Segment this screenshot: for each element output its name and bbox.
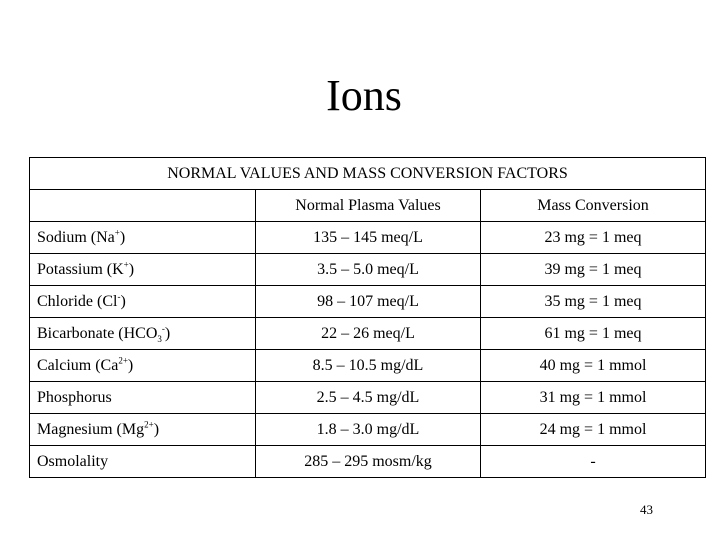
ion-charge: + xyxy=(114,227,120,238)
table-header-row: NORMAL VALUES AND MASS CONVERSION FACTOR… xyxy=(29,157,706,190)
mass-conversion-cell: - xyxy=(480,445,706,478)
ion-name: Bicarbonate (HCO xyxy=(37,324,158,342)
ion-subscript: 3 xyxy=(157,333,162,344)
ion-charge: 2+ xyxy=(118,355,128,366)
normal-value-cell: 285 – 295 mosm/kg xyxy=(255,445,481,478)
table-row: Magnesium (Mg2+) 1.8 – 3.0 mg/dL 24 mg = 1… xyxy=(29,413,706,446)
normal-value-cell: 1.8 – 3.0 mg/dL xyxy=(255,413,481,446)
normal-value-cell: 22 – 26 meq/L xyxy=(255,317,481,350)
table-row: Chloride (Cl-) 98 – 107 meq/L 35 mg = 1 me… xyxy=(29,285,706,318)
mass-conversion-cell: 23 mg = 1 meq xyxy=(480,221,706,254)
ion-name-cell: Bicarbonate (HCO3-) xyxy=(29,317,256,350)
ion-name-cell: Potassium (K+) xyxy=(29,253,256,286)
column-header-normal: Normal Plasma Values xyxy=(255,189,481,222)
normal-value-cell: 98 – 107 meq/L xyxy=(255,285,481,318)
ion-name: Osmolality xyxy=(37,452,109,470)
ion-name-cell: Chloride (Cl-) xyxy=(29,285,256,318)
normal-value-cell: 2.5 – 4.5 mg/dL xyxy=(255,381,481,414)
ion-charge: + xyxy=(123,259,129,270)
ion-charge: 2+ xyxy=(144,419,154,430)
page-number: 43 xyxy=(640,502,653,517)
ion-charge: - xyxy=(117,291,121,302)
column-header-row: Normal Plasma Values Mass Conversion xyxy=(29,189,706,222)
ion-name-close: ) xyxy=(128,260,135,278)
ion-charge: - xyxy=(161,323,165,334)
column-header-conversion: Mass Conversion xyxy=(480,189,706,222)
ion-name: Sodium (Na xyxy=(37,228,115,246)
mass-conversion-cell: 61 mg = 1 meq xyxy=(480,317,706,350)
ion-name-cell: Magnesium (Mg2+) xyxy=(29,413,256,446)
table-row: Calcium (Ca2+) 8.5 – 10.5 mg/dL 40 mg = 1 … xyxy=(29,349,706,382)
ion-values-table: NORMAL VALUES AND MASS CONVERSION FACTOR… xyxy=(29,157,706,478)
mass-conversion-cell: 35 mg = 1 meq xyxy=(480,285,706,318)
table-row: Phosphorus 2.5 – 4.5 mg/dL 31 mg = 1 mmol xyxy=(29,381,706,414)
mass-conversion-cell: 39 mg = 1 meq xyxy=(480,253,706,286)
mass-conversion-cell: 31 mg = 1 mmol xyxy=(480,381,706,414)
ion-name: Potassium (K xyxy=(37,260,124,278)
ion-name-close: ) xyxy=(164,324,171,342)
ion-name-close: ) xyxy=(120,292,126,310)
normal-value-cell: 8.5 – 10.5 mg/dL xyxy=(255,349,481,382)
ion-name-close: ) xyxy=(153,420,160,438)
column-header-ion xyxy=(29,189,256,222)
table-row: Bicarbonate (HCO3-) 22 – 26 meq/L 61 mg = … xyxy=(29,317,706,350)
slide-title: Ions xyxy=(326,71,402,120)
ion-name-close: ) xyxy=(127,356,134,374)
table-row: Potassium (K+) 3.5 – 5.0 meq/L 39 mg = 1 m… xyxy=(29,253,706,286)
mass-conversion-cell: 24 mg = 1 mmol xyxy=(480,413,706,446)
ion-name: Calcium (Ca xyxy=(37,356,119,374)
ion-name-cell: Phosphorus xyxy=(29,381,256,414)
mass-conversion-cell: 40 mg = 1 mmol xyxy=(480,349,706,382)
table-row: Sodium (Na+) 135 – 145 meq/L 23 mg = 1 meq xyxy=(29,221,706,254)
ion-name-cell: Osmolality xyxy=(29,445,256,478)
ion-name-cell: Calcium (Ca2+) xyxy=(29,349,256,382)
table-row: Osmolality 285 – 295 mosm/kg - xyxy=(29,445,706,478)
normal-value-cell: 3.5 – 5.0 meq/L xyxy=(255,253,481,286)
ion-name-cell: Sodium (Na+) xyxy=(29,221,256,254)
ion-name-close: ) xyxy=(119,228,126,246)
ion-name: Magnesium (Mg xyxy=(37,420,145,438)
normal-value-cell: 135 – 145 meq/L xyxy=(255,221,481,254)
ion-name: Phosphorus xyxy=(37,388,112,406)
ion-name: Chloride (Cl xyxy=(37,292,118,310)
table-header: NORMAL VALUES AND MASS CONVERSION FACTOR… xyxy=(29,157,706,190)
